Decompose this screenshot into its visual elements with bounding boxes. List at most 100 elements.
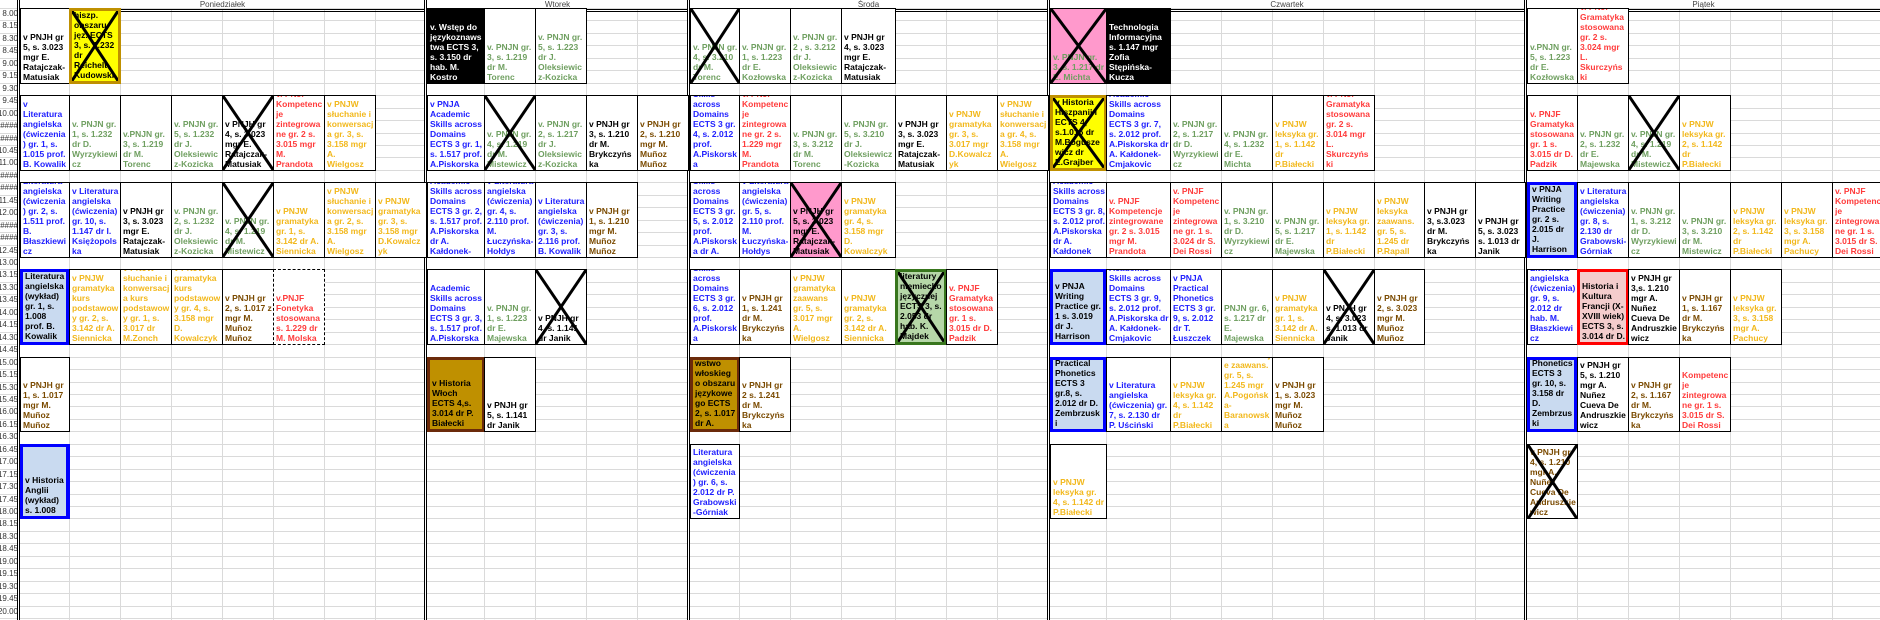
class-cell[interactable]: v. PNJN gr. 4, s. 1.219 dr M. Mistewicz bbox=[222, 182, 274, 258]
class-cell[interactable]: v PNJH gr 5, s. 3.023 s. 1.013 dr Janik bbox=[1475, 182, 1526, 258]
class-cell[interactable]: v.PNJF Fonetyka stosowana s. 1.229 dr M.… bbox=[273, 269, 325, 346]
class-cell[interactable]: v PNJW słuchanie i konwersacja gr. 2, s.… bbox=[324, 182, 376, 258]
class-cell[interactable]: v. PNJN gr. 4, s. 3.210 dr M. Torenc bbox=[690, 8, 740, 84]
class-cell[interactable]: v. PNJF Kompetencje zintegrowane gr. 1 s… bbox=[1170, 182, 1222, 258]
class-cell[interactable]: v Literatura angielska (ćwiczenia) gr. 1… bbox=[69, 182, 121, 258]
class-cell[interactable]: v Literatura angielska (ćwiczenia) gr. 1… bbox=[20, 95, 70, 171]
class-cell[interactable]: Kompetencje zintegrowane gr. 1 s. 3.015 … bbox=[1679, 356, 1731, 433]
class-cell[interactable]: v Literatura angielska (ćwiczenia) gr. 9… bbox=[1527, 269, 1578, 346]
class-cell[interactable]: v PNJH gr 4, s. 1.141 dr Janik bbox=[535, 269, 587, 346]
class-cell[interactable]: v PNJW leksyka gr. 2, s. 1.142 dr P.Biał… bbox=[1679, 95, 1731, 171]
class-cell[interactable]: v. PNJN gr. 1, s. 3.210 dr D. Wyrzykiewi… bbox=[1221, 182, 1273, 258]
class-cell[interactable]: v PNJH gr 3, s. 3.023 mgr E. Ratajczak-M… bbox=[895, 95, 947, 171]
class-cell[interactable]: v PNJH gr 3, s. 3.023 mgr E. Ratajczak-M… bbox=[120, 182, 172, 258]
class-cell[interactable]: v PNJH gr 3, s.3.023 dr M. Brykczyńska bbox=[1424, 182, 1476, 258]
class-cell[interactable]: v. PNJF Gramatyka stosowana gr. 1 s. 3.0… bbox=[1527, 95, 1578, 171]
class-cell[interactable]: v. PNJN gr. 4, s. 1.219 dr M. Mistewicz bbox=[484, 95, 536, 171]
class-cell[interactable]: v PNJH gr 1, s. 1.210 mgr M. Muñoz Muñoz bbox=[586, 182, 638, 258]
class-cell[interactable]: v. PNJN gr. 3, s. 1.217 dr E. Michta bbox=[1050, 8, 1107, 84]
class-cell[interactable]: v Literatura angielska (wykład) gr. 1, s… bbox=[20, 269, 70, 346]
class-cell[interactable]: v PNJA Academic Skills across Domains EC… bbox=[1050, 182, 1107, 258]
class-cell[interactable]: v PNJW leksyka gr. 4, s. 1.142 dr P.Biał… bbox=[1050, 443, 1107, 520]
class-cell[interactable]: v PNJW gramatyka gr. 2, s. 3.142 dr A. S… bbox=[841, 269, 896, 346]
class-cell[interactable]: Academic Skills across Domains ECTS 3 gr… bbox=[427, 269, 485, 346]
class-cell[interactable]: v PNJH gr 1, s. 3.023 mgr M. Muñoz Muñoz bbox=[1272, 356, 1324, 433]
class-cell[interactable]: v PNJH gr 1, s. 1.017 mgr M. Muñoz Muñoz bbox=[20, 356, 70, 433]
class-cell[interactable]: v PNJH gr 3,s. 1.210 mgr A. Nuñez Cueva … bbox=[1628, 269, 1680, 346]
class-cell[interactable]: v. PNJN gr. 1, s. 1.223 dr E. Kozłowska bbox=[739, 8, 791, 84]
class-cell[interactable]: v PNJW słuchanie i konwersacja gr. 3, s.… bbox=[324, 95, 376, 171]
class-cell[interactable]: v PNJA Academic Skills across Domains EC… bbox=[427, 182, 485, 258]
class-cell[interactable]: v. PNJN gr. 1, s. 3.212 dr D. Wyrzykiewi… bbox=[1628, 182, 1680, 258]
class-cell[interactable]: v Historia Hiszpanii I ECTS 4, s.1.016 d… bbox=[1050, 95, 1107, 171]
class-cell[interactable]: v Literatura angielska (ćwiczenia) gr. 2… bbox=[20, 182, 70, 258]
class-cell[interactable]: v Literatura angielska (ćwiczenia) gr. 4… bbox=[484, 182, 536, 258]
class-cell[interactable]: v PNJH gr 2, s. 1.167 dr M. Brykczyńska bbox=[1628, 356, 1680, 433]
class-cell[interactable]: v PNJA Writing Practice gr. 2 s. 2.015 d… bbox=[1527, 182, 1578, 258]
class-cell[interactable]: v PNJW gramatyka gr. 3, s. 3.158 mgr D.K… bbox=[375, 182, 427, 258]
class-cell[interactable]: v PNJA Academic Skills across Domains EC… bbox=[1106, 95, 1171, 171]
class-cell[interactable]: v PNJW konwersacje zaawans. gr. 5, s. 1.… bbox=[1221, 356, 1273, 433]
class-cell[interactable]: v. PNJN gr. 4, s. 1.232 dr E. Michta bbox=[1221, 95, 1273, 171]
class-cell[interactable]: v. PNJN gr. 5, s. 1.232 dr J. Oleksiewic… bbox=[171, 95, 223, 171]
class-cell[interactable]: v Literatura angielska (ćwiczenia) gr. 7… bbox=[1106, 356, 1171, 433]
class-cell[interactable]: v PNJW gramatyka kurs podstawowy gr. 4, … bbox=[171, 269, 223, 346]
class-cell[interactable]: Academic Skills across Domains ECTS 3 gr… bbox=[690, 269, 740, 346]
class-cell[interactable]: v PNJH gr 2, s. 1.210 mgr M. Muñoz Muñoz bbox=[637, 95, 689, 171]
class-cell[interactable]: v. Wstęp do językoznawstwa ECTS 3, s. 3.… bbox=[427, 8, 485, 84]
class-cell[interactable]: v PNJH gr 2, s. 3.023 mgr M. Muñoz Muñoz bbox=[1374, 269, 1425, 346]
class-cell[interactable]: v. PNJF Kompetencje zintegrowane gr. 1 s… bbox=[1832, 182, 1880, 258]
class-cell[interactable]: v. PNJN gr. 3, s. 1.219 dr M. Torenc bbox=[484, 8, 536, 84]
class-cell[interactable]: v PNJA Academic Skills across Domains EC… bbox=[427, 95, 485, 171]
class-cell[interactable]: v PNJA Academic Skills across Domains EC… bbox=[690, 95, 740, 171]
class-cell[interactable]: v.PNJN gr. 3, s. 1.219 dr M. Torenc bbox=[120, 95, 172, 171]
class-cell[interactable]: v Literatura angielska (ćwiczenia) gr. 6… bbox=[690, 443, 740, 520]
class-cell[interactable]: v PNJH gr 5, s. 1.210 mgr A. Nuñez Cueva… bbox=[1577, 356, 1629, 433]
class-cell[interactable]: v PNJA Writing Practice gr. 1 s. 3.019 d… bbox=[1050, 269, 1107, 346]
class-cell[interactable]: PNJN gr. 6, s. 1.217 dr E. Majewska bbox=[1221, 269, 1273, 346]
class-cell[interactable]: Academic Skills across Domains ECTS 3 gr… bbox=[1106, 269, 1171, 346]
class-cell[interactable]: v. PNJN gr. 4, s. 1.219 dr M. Mistewicz bbox=[1628, 95, 1680, 171]
class-cell[interactable]: v PNJW gramatyka gr. 1, s. 3.142 dr A. S… bbox=[273, 182, 325, 258]
class-cell[interactable]: v PNJW leksyka zaawans. gr. 5, s. 1.245 … bbox=[1374, 182, 1425, 258]
class-cell[interactable]: v PNJH gr 3, s. 1.210 dr M. Brykczyńska bbox=[586, 95, 638, 171]
class-cell[interactable]: v PNJH gr 5, s. 3.023 mgr E. Ratajczak-M… bbox=[20, 8, 70, 84]
class-cell[interactable]: v. PNJN gr. 5, s. 1.217 dr E. Majewska bbox=[1272, 182, 1324, 258]
class-cell[interactable]: v.PNJN gr. 5, s. 1.223 dr E. Kozłowska bbox=[1527, 8, 1578, 84]
class-cell[interactable]: v. PNJN gr. 1, s. 1.232 dr D. Wyrzykiewi… bbox=[69, 95, 121, 171]
class-cell[interactable]: v. PNJF Gramatyka stosowana gr. 2 s. 3.0… bbox=[1323, 95, 1375, 171]
class-cell[interactable]: v Literatura angielska (ćwiczenia) gr. 5… bbox=[739, 182, 791, 258]
class-cell[interactable]: v PNJW leksyka gr. 3, s. 3.158 mgr A. Pa… bbox=[1781, 182, 1833, 258]
class-cell[interactable]: v Historia Włoch ECTS 4,s. 3.014 dr P. B… bbox=[427, 356, 485, 433]
class-cell[interactable]: v. PNJF Kompetencje zintegrowane gr. 2 s… bbox=[273, 95, 325, 171]
class-cell[interactable]: v PNJH gr 4, s. 3.023 s. 1.013 dr Janik bbox=[1323, 269, 1375, 346]
class-cell[interactable]: v PNJW leksyka gr. 3, s. 3.158 mgr A. Pa… bbox=[1730, 269, 1782, 346]
class-cell[interactable]: v. PNJN gr. 2, s. 1.232 dr E. Majewska bbox=[1577, 95, 1629, 171]
class-cell[interactable]: v PNJW gramatyka zaawans gr. 5, s. 3.017… bbox=[790, 269, 842, 346]
class-cell[interactable]: v PNJH gr 5, s. 3.023 mgr E. Ratajczak-M… bbox=[790, 182, 842, 258]
class-cell[interactable]: v PNJH gr 4, s. 3.023 mgr E. Ratajczak-M… bbox=[222, 95, 274, 171]
class-cell[interactable]: v PNJA Academic Skills across Domains EC… bbox=[690, 182, 740, 258]
class-cell[interactable]: v PNJH gr 1, s. 1.241 dr M. Brykczyńska bbox=[739, 269, 791, 346]
class-cell[interactable]: v Historia hiszp. obszaru jęz. ECTS 3, s… bbox=[69, 8, 121, 84]
class-cell[interactable]: v. PNJF Gramatyka stosowana gr. 1 s. 3.0… bbox=[946, 269, 998, 346]
class-cell[interactable]: v PNJA Practical Phonetics ECTS 3 gr.8, … bbox=[1050, 356, 1107, 433]
class-cell[interactable]: v. PNJF Gramatyka stosowana gr. 2 s. 3.0… bbox=[1577, 8, 1629, 84]
class-cell[interactable]: v. PNJN gr. 2, s. 1.217 dr J. Oleksiewic… bbox=[535, 95, 587, 171]
class-cell[interactable]: v PNJW gramatyka gr. 1, s. 3.142 dr A. S… bbox=[1272, 269, 1324, 346]
class-cell[interactable]: v PNJH gr 4, s. 1.210 mgr A. Nuñez Cueva… bbox=[1527, 443, 1578, 520]
class-cell[interactable]: v PNJW leksyka gr. 2, s. 1.142 dr P.Biał… bbox=[1730, 182, 1782, 258]
class-cell[interactable]: v PNJW leksyka gr. 4, s. 1.142 dr P.Biał… bbox=[1170, 356, 1222, 433]
class-cell[interactable]: v Literatura angielska (ćwiczenia) gr. 8… bbox=[1577, 182, 1629, 258]
class-cell[interactable]: v. PNJN gr. 5, s. 1.223 dr J. Oleksiewic… bbox=[535, 8, 587, 84]
class-cell[interactable]: v. PNJN gr. 2, s. 1.232 dr J. Oleksiewic… bbox=[171, 182, 223, 258]
class-cell[interactable]: v. PNJN gr. 2 , s. 3.212 dr J. Oleksiewi… bbox=[790, 8, 842, 84]
class-cell[interactable]: v PNJH gr 2, s. 1.017 z mgr M. Muñoz Muñ… bbox=[222, 269, 274, 346]
class-cell[interactable]: v Historia Anglii (wykład) s. 1.008 bbox=[20, 443, 70, 520]
class-cell[interactable]: v. PNJN gr. 1, s. 1.223 dr E. Majewska bbox=[484, 269, 536, 346]
class-cell[interactable]: v PNJA Practical Phonetics ECTS 3 gr. 9,… bbox=[1170, 269, 1222, 346]
class-cell[interactable]: Technologia Informacyjna s. 1.147 mgr Zo… bbox=[1106, 8, 1171, 84]
class-cell[interactable]: v PNJW gramatyka gr. 4, s. 3.158 mgr D. … bbox=[841, 182, 896, 258]
class-cell[interactable]: Realioznawstwo włoskiego obszaru językow… bbox=[690, 356, 740, 433]
class-cell[interactable]: Practical Phonetics ECTS 3 gr. 10, s. 3.… bbox=[1527, 356, 1578, 433]
